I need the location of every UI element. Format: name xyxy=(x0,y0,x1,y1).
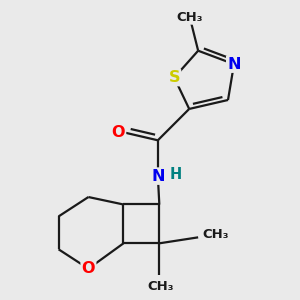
Text: CH₃: CH₃ xyxy=(176,11,202,24)
Text: O: O xyxy=(82,261,95,276)
Text: O: O xyxy=(112,125,125,140)
Text: S: S xyxy=(169,70,180,85)
Text: N: N xyxy=(227,57,241,72)
Text: CH₃: CH₃ xyxy=(202,228,229,241)
Text: CH₃: CH₃ xyxy=(148,280,174,293)
Text: H: H xyxy=(169,167,182,182)
Text: N: N xyxy=(151,169,165,184)
